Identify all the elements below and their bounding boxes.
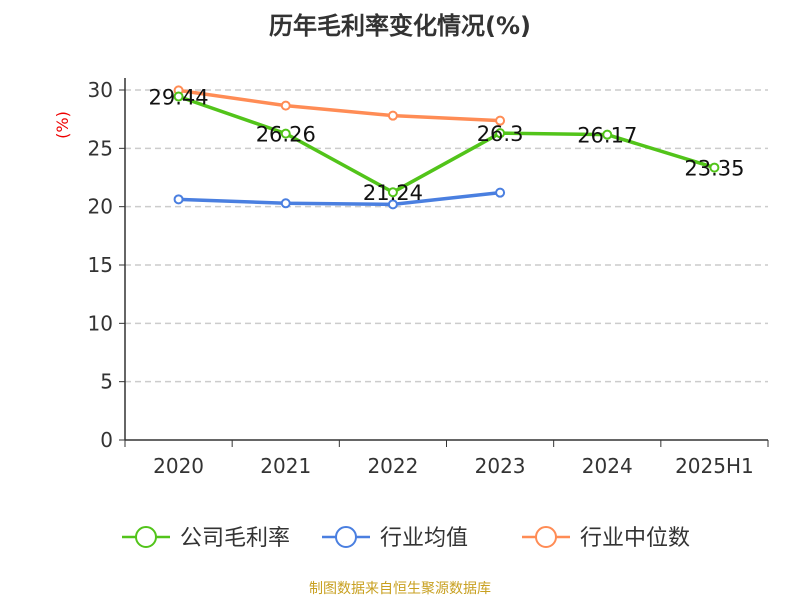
legend-marker xyxy=(335,526,357,548)
series-line-2 xyxy=(178,88,501,123)
data-point xyxy=(495,187,506,198)
legend-marker xyxy=(535,526,557,548)
y-tick-label: 5 xyxy=(100,370,113,394)
legend-marker xyxy=(135,526,157,548)
y-axis-label: (%) xyxy=(53,111,72,139)
data-point xyxy=(495,115,506,126)
data-label: 26.17 xyxy=(577,124,637,148)
data-point xyxy=(173,91,184,102)
x-tick-label: 2021 xyxy=(260,454,311,478)
y-tick-label: 0 xyxy=(100,428,113,452)
data-point xyxy=(387,199,398,210)
y-tick-label: 10 xyxy=(88,311,113,335)
data-label: 21.24 xyxy=(363,181,423,205)
data-label: 26.26 xyxy=(256,123,316,147)
legend-label: 公司毛利率 xyxy=(180,526,290,551)
chart-title: 历年毛利率变化情况(%) xyxy=(269,12,531,40)
x-tick-label: 2025H1 xyxy=(675,454,754,478)
data-point xyxy=(280,100,291,111)
x-tick-label: 2020 xyxy=(153,454,204,478)
data-point xyxy=(387,110,398,121)
y-tick-label: 25 xyxy=(88,136,113,160)
x-tick-label: 2022 xyxy=(367,454,418,478)
data-point xyxy=(602,129,613,140)
data-label: 29.44 xyxy=(149,86,209,110)
series-line-0 xyxy=(178,94,715,195)
data-point xyxy=(495,128,506,139)
data-point xyxy=(173,194,184,205)
data-label: 23.35 xyxy=(684,157,744,181)
data-point xyxy=(280,198,291,209)
series-line-1 xyxy=(178,190,501,207)
source-note: 制图数据来自恒生聚源数据库 xyxy=(309,581,491,597)
y-tick-label: 20 xyxy=(88,195,113,219)
legend-label: 行业均值 xyxy=(380,526,468,551)
data-point xyxy=(280,128,291,139)
y-tick-label: 30 xyxy=(88,78,113,102)
legend-label: 行业中位数 xyxy=(580,526,690,551)
data-point xyxy=(709,162,720,173)
x-tick-label: 2023 xyxy=(475,454,526,478)
x-tick-label: 2024 xyxy=(582,454,633,478)
data-label: 26.3 xyxy=(477,122,524,146)
data-point xyxy=(387,187,398,198)
y-tick-label: 15 xyxy=(88,253,113,277)
